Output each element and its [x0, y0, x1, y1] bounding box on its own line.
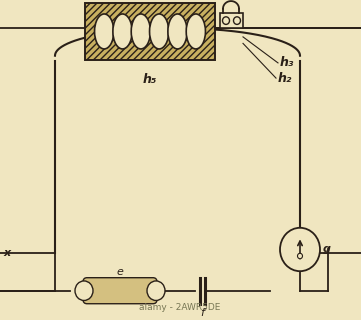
Text: f: f [201, 308, 204, 318]
Circle shape [280, 228, 320, 271]
Text: h₃: h₃ [280, 56, 294, 69]
Circle shape [297, 253, 303, 259]
Ellipse shape [95, 14, 114, 49]
Bar [85, 3, 215, 60]
Text: x: x [304, 248, 311, 258]
Text: x: x [3, 248, 10, 258]
Ellipse shape [149, 14, 169, 49]
Circle shape [147, 281, 165, 300]
Text: e: e [117, 267, 123, 276]
Ellipse shape [131, 14, 151, 49]
Ellipse shape [168, 14, 187, 49]
Ellipse shape [113, 14, 132, 49]
Text: g: g [323, 244, 331, 254]
Bar [220, 13, 243, 28]
Circle shape [75, 281, 93, 300]
Ellipse shape [186, 14, 205, 49]
Text: alamy - 2AWR5DE: alamy - 2AWR5DE [139, 303, 221, 312]
FancyBboxPatch shape [83, 278, 157, 304]
Text: h₅: h₅ [143, 73, 157, 86]
Bar [85, 3, 215, 60]
Text: h₂: h₂ [278, 72, 292, 84]
Circle shape [234, 17, 240, 24]
Circle shape [222, 17, 230, 24]
